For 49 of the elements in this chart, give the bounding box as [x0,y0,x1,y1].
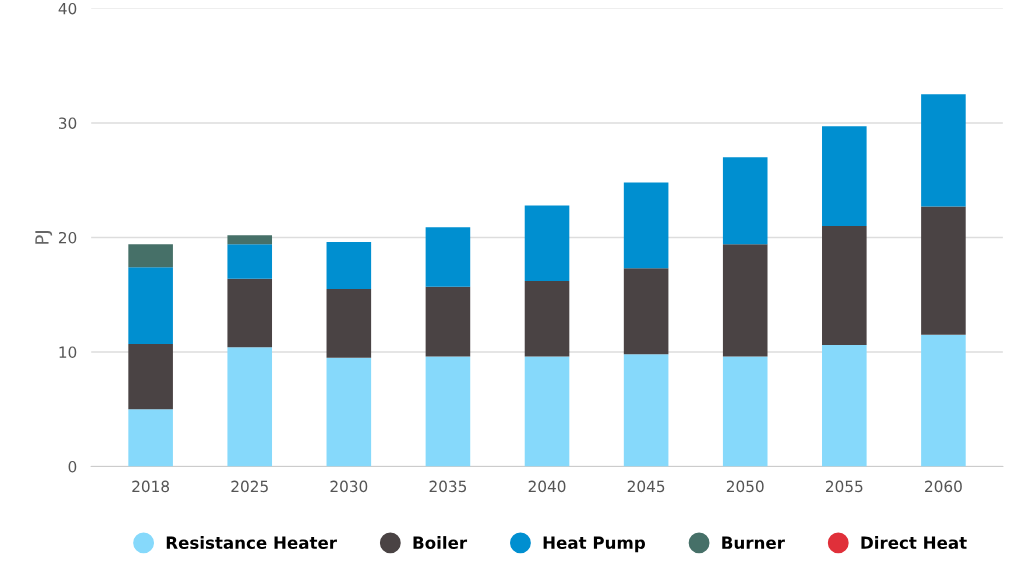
y-tick-label: 10 [59,346,77,358]
bar [623,354,669,467]
y-tick-label: 20 [58,231,77,244]
bar [227,347,273,467]
x-tick-label: 2018 [132,480,170,493]
bar [623,268,669,355]
x-tick-label: 2040 [528,480,566,493]
bar [623,182,669,269]
y-tick-label: 0 [68,460,77,473]
legend-label: Direct Heat [861,536,967,549]
legend-label: Burner [722,536,785,549]
bar [227,244,273,279]
y-tick-label: 30 [59,117,77,129]
bar [921,206,966,335]
y-axis-title: PJ [35,231,53,244]
y-tick-label: 40 [58,2,77,15]
bar [128,267,173,344]
bar [425,286,471,357]
x-tick-label: 2030 [330,480,368,493]
bar [425,227,471,287]
bar [128,409,173,467]
bar [524,205,570,281]
x-tick-label: 2055 [825,480,863,493]
bar [524,280,570,357]
bar [128,343,173,410]
bar [326,288,372,358]
bar [227,278,273,348]
bar [425,356,471,467]
bar [524,356,570,467]
legend-label: Resistance Heater [166,536,337,549]
x-tick-label: 2035 [429,480,467,493]
bar [326,357,372,467]
x-tick-label: 2045 [627,480,665,493]
x-tick-label: 2050 [726,480,764,493]
legend-label: Heat Pump [543,536,646,553]
bar [921,94,966,207]
bar [822,225,867,346]
x-tick-label: 2060 [925,480,962,493]
bar [921,334,966,467]
bar [722,244,768,357]
bar [722,157,768,245]
bar [822,126,867,226]
x-tick-label: 2025 [231,480,268,493]
bar [227,235,273,245]
bar [722,356,768,467]
bar [822,345,867,467]
bar [128,244,173,268]
legend-label: Boiler [413,536,468,549]
bar [326,242,372,289]
